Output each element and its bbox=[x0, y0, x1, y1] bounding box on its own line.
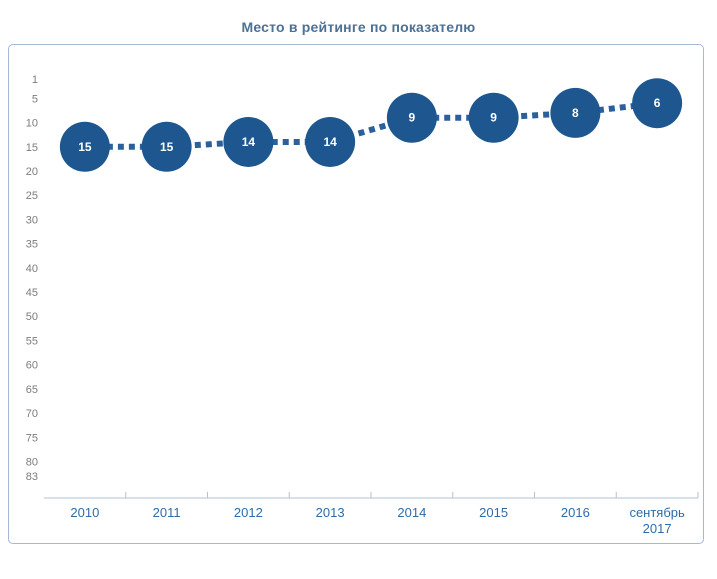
x-axis-label: 2015 bbox=[479, 505, 508, 520]
x-axis-label: сентябрь 2017 bbox=[629, 505, 685, 536]
trend-line bbox=[84, 100, 658, 150]
data-point-value: 14 bbox=[242, 135, 256, 149]
data-point-value: 9 bbox=[490, 111, 497, 125]
y-axis-label: 83 bbox=[26, 471, 38, 483]
x-axis-label: 2013 bbox=[316, 505, 345, 520]
chart-panel: 1 5 10 15 20 25 30 35 40 45 50 55 60 65 70 75 80 83 2010 20… bbox=[8, 44, 704, 544]
x-axis-label: 2010 bbox=[70, 505, 99, 520]
y-axis-label: 65 bbox=[26, 384, 38, 396]
data-point-marker bbox=[386, 92, 437, 143]
data-point-marker bbox=[468, 92, 519, 143]
data-point-value: 9 bbox=[409, 111, 416, 125]
y-axis-label: 60 bbox=[26, 360, 38, 372]
data-point-marker bbox=[59, 121, 110, 172]
data-point-marker bbox=[632, 78, 683, 129]
y-axis-label: 50 bbox=[26, 311, 38, 323]
y-axis-label: 5 bbox=[32, 93, 38, 105]
y-axis-label: 1 bbox=[32, 74, 38, 86]
data-point-marker bbox=[223, 116, 274, 167]
y-axis-label: 80 bbox=[26, 456, 38, 468]
data-point-value: 15 bbox=[160, 140, 174, 154]
chart-title: Место в рейтинге по показателю bbox=[241, 19, 476, 35]
y-axis-label: 35 bbox=[26, 239, 38, 251]
data-point-value: 15 bbox=[78, 140, 92, 154]
data-point-marker bbox=[305, 116, 356, 167]
x-axis-label: 2016 bbox=[561, 505, 590, 520]
data-point-value: 6 bbox=[654, 96, 661, 110]
x-axis-label: 2014 bbox=[397, 505, 426, 520]
y-axis-label: 20 bbox=[26, 166, 38, 178]
y-axis-label: 55 bbox=[26, 335, 38, 347]
y-axis-label: 40 bbox=[26, 263, 38, 275]
data-point-value: 8 bbox=[572, 106, 579, 120]
y-axis-label: 70 bbox=[26, 408, 38, 420]
y-axis-label: 15 bbox=[26, 142, 38, 154]
y-axis-label: 10 bbox=[26, 118, 38, 130]
data-point-marker bbox=[550, 87, 601, 138]
y-axis-label: 30 bbox=[26, 214, 38, 226]
y-axis-label: 45 bbox=[26, 287, 38, 299]
data-point-marker bbox=[141, 121, 192, 172]
y-axis-label: 75 bbox=[26, 432, 38, 444]
x-axis-label: 2011 bbox=[153, 505, 181, 520]
y-axis-label: 25 bbox=[26, 190, 38, 202]
x-axis-label: 2012 bbox=[234, 505, 263, 520]
data-point-value: 14 bbox=[323, 135, 337, 149]
